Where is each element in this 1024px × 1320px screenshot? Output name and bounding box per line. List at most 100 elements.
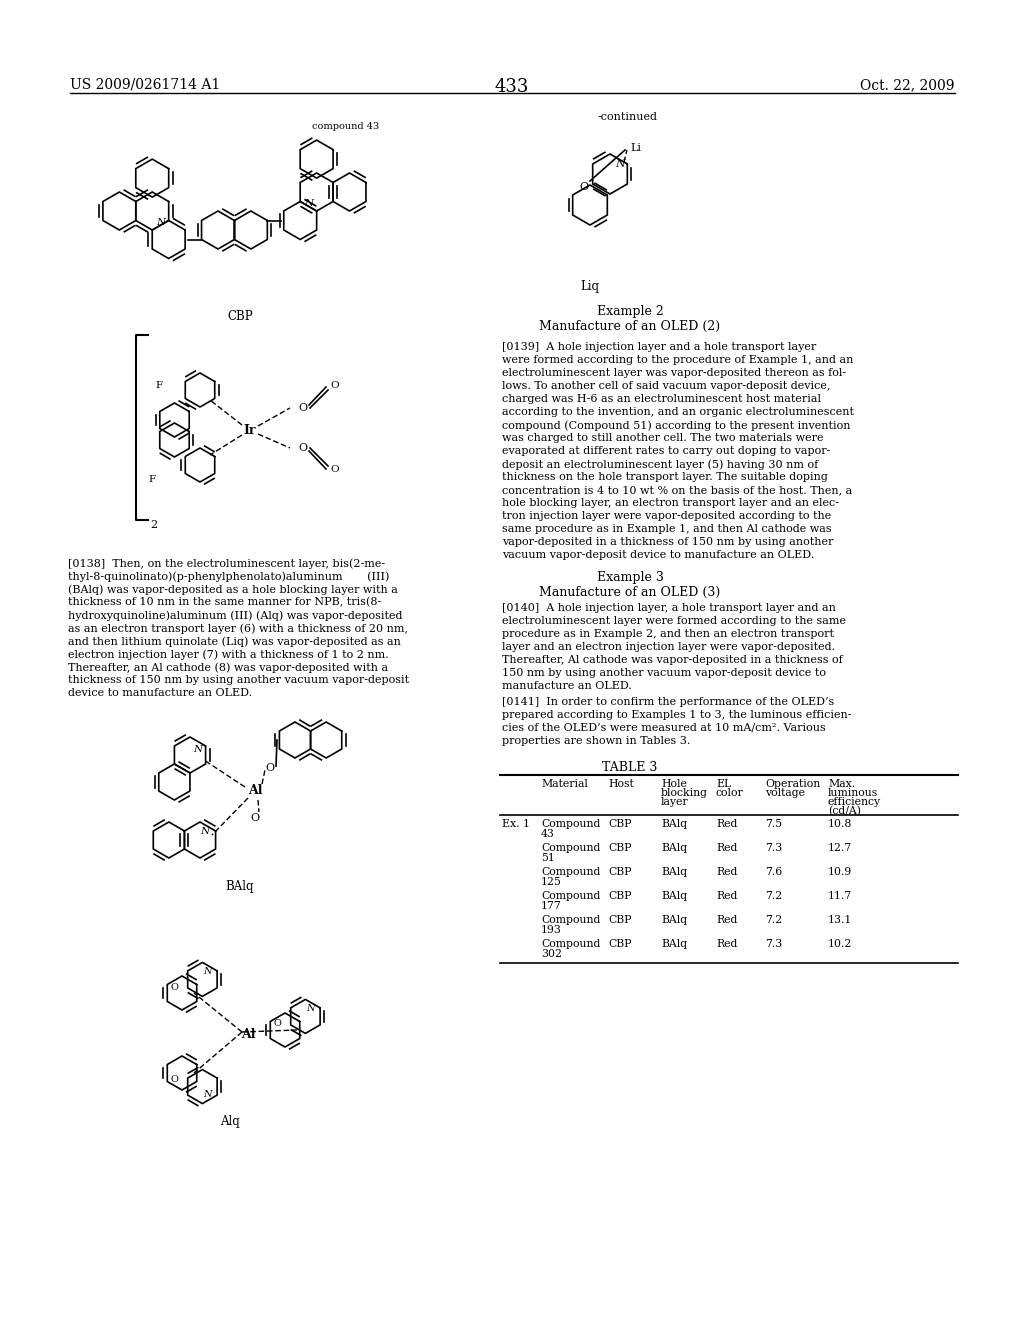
Text: tron injection layer were vapor-deposited according to the: tron injection layer were vapor-deposite… (502, 511, 831, 521)
Text: Red: Red (716, 843, 737, 853)
Text: EL: EL (716, 779, 731, 789)
Text: (cd/A): (cd/A) (828, 807, 861, 816)
Text: charged was H-6 as an electroluminescent host material: charged was H-6 as an electroluminescent… (502, 393, 821, 404)
Text: 125: 125 (541, 876, 562, 887)
Text: Thereafter, Al cathode was vapor-deposited in a thickness of: Thereafter, Al cathode was vapor-deposit… (502, 655, 843, 665)
Text: 10.2: 10.2 (828, 939, 852, 949)
Text: N: N (203, 1090, 212, 1100)
Text: BAlq: BAlq (662, 843, 687, 853)
Text: was charged to still another cell. The two materials were: was charged to still another cell. The t… (502, 433, 823, 444)
Text: F: F (156, 380, 163, 389)
Text: BAlq: BAlq (662, 867, 687, 876)
Text: thickness of 10 nm in the same manner for NPB, tris(8-: thickness of 10 nm in the same manner fo… (68, 597, 381, 607)
Text: -continued: -continued (598, 112, 658, 121)
Text: BAlq: BAlq (662, 891, 687, 902)
Text: 7.5: 7.5 (765, 818, 782, 829)
Text: O: O (330, 466, 339, 474)
Text: Red: Red (716, 867, 737, 876)
Text: hole blocking layer, an electron transport layer and an elec-: hole blocking layer, an electron transpo… (502, 498, 839, 508)
Text: Red: Red (716, 939, 737, 949)
Text: thyl-8-quinolinato)(p-phenylphenolato)aluminum       (III): thyl-8-quinolinato)(p-phenylphenolato)al… (68, 572, 389, 582)
Text: Hole: Hole (662, 779, 687, 789)
Text: 12.7: 12.7 (828, 843, 852, 853)
Text: 7.2: 7.2 (765, 915, 782, 925)
Text: [0140]  A hole injection layer, a hole transport layer and an: [0140] A hole injection layer, a hole tr… (502, 603, 836, 612)
Text: 10.9: 10.9 (828, 867, 852, 876)
Text: Max.: Max. (828, 779, 855, 789)
Text: electroluminescent layer were formed according to the same: electroluminescent layer were formed acc… (502, 616, 846, 626)
Text: N: N (615, 158, 625, 169)
Text: hydroxyquinoline)aluminum (III) (Alq) was vapor-deposited: hydroxyquinoline)aluminum (III) (Alq) wa… (68, 610, 402, 620)
Text: were formed according to the procedure of Example 1, and an: were formed according to the procedure o… (502, 355, 853, 366)
Text: 193: 193 (541, 925, 562, 935)
Text: 302: 302 (541, 949, 562, 960)
Text: device to manufacture an OLED.: device to manufacture an OLED. (68, 688, 252, 698)
Text: Compound: Compound (541, 818, 600, 829)
Text: BAlq: BAlq (662, 939, 687, 949)
Text: O: O (273, 1019, 281, 1028)
Text: electron injection layer (7) with a thickness of 1 to 2 nm.: electron injection layer (7) with a thic… (68, 649, 389, 660)
Text: Red: Red (716, 915, 737, 925)
Text: luminous: luminous (828, 788, 879, 799)
Text: O: O (298, 444, 307, 453)
Text: voltage: voltage (765, 788, 805, 799)
Text: vapor-deposited in a thickness of 150 nm by using another: vapor-deposited in a thickness of 150 nm… (502, 537, 834, 546)
Text: evaporated at different rates to carry out doping to vapor-: evaporated at different rates to carry o… (502, 446, 830, 455)
Text: TABLE 3: TABLE 3 (602, 762, 657, 774)
Text: O: O (251, 813, 259, 822)
Text: 7.6: 7.6 (765, 867, 782, 876)
Text: N: N (194, 746, 203, 755)
Text: N: N (156, 219, 165, 227)
Text: Compound: Compound (541, 867, 600, 876)
Text: blocking: blocking (662, 788, 708, 799)
Text: compound (Compound 51) according to the present invention: compound (Compound 51) according to the … (502, 420, 851, 430)
Text: 43: 43 (541, 829, 555, 840)
Text: Compound: Compound (541, 843, 600, 853)
Text: 7.3: 7.3 (765, 843, 782, 853)
Text: cies of the OLED’s were measured at 10 mA/cm². Various: cies of the OLED’s were measured at 10 m… (502, 723, 825, 733)
Text: lows. To another cell of said vacuum vapor-deposit device,: lows. To another cell of said vacuum vap… (502, 381, 830, 391)
Text: N: N (306, 1005, 314, 1012)
Text: O: O (265, 763, 274, 774)
Text: 433: 433 (495, 78, 529, 96)
Text: Red: Red (716, 891, 737, 902)
Text: thickness on the hole transport layer. The suitable doping: thickness on the hole transport layer. T… (502, 473, 827, 482)
Text: Oct. 22, 2009: Oct. 22, 2009 (860, 78, 955, 92)
Text: CBP: CBP (608, 915, 632, 925)
Text: Ir: Ir (244, 424, 256, 437)
Text: according to the invention, and an organic electroluminescent: according to the invention, and an organ… (502, 407, 854, 417)
Text: O: O (170, 1074, 178, 1084)
Text: 13.1: 13.1 (828, 915, 852, 925)
Text: layer: layer (662, 797, 688, 807)
Text: BAlq: BAlq (225, 880, 254, 894)
Text: Host: Host (608, 779, 634, 789)
Text: procedure as in Example 2, and then an electron transport: procedure as in Example 2, and then an e… (502, 630, 834, 639)
Text: vacuum vapor-deposit device to manufacture an OLED.: vacuum vapor-deposit device to manufactu… (502, 550, 814, 560)
Text: concentration is 4 to 10 wt % on the basis of the host. Then, a: concentration is 4 to 10 wt % on the bas… (502, 484, 852, 495)
Text: CBP: CBP (608, 939, 632, 949)
Text: properties are shown in Tables 3.: properties are shown in Tables 3. (502, 737, 690, 746)
Text: O: O (298, 403, 307, 413)
Text: CBP: CBP (227, 310, 253, 323)
Text: color: color (716, 788, 743, 799)
Text: thickness of 150 nm by using another vacuum vapor-deposit: thickness of 150 nm by using another vac… (68, 675, 410, 685)
Text: Ex. 1: Ex. 1 (502, 818, 530, 829)
Text: Example 2: Example 2 (597, 305, 664, 318)
Text: Compound: Compound (541, 915, 600, 925)
Text: N: N (304, 199, 313, 209)
Text: CBP: CBP (608, 891, 632, 902)
Text: Compound: Compound (541, 891, 600, 902)
Text: Compound: Compound (541, 939, 600, 949)
Text: Al: Al (248, 784, 262, 796)
Text: Example 3: Example 3 (597, 572, 664, 583)
Text: CBP: CBP (608, 867, 632, 876)
Text: F: F (148, 475, 156, 484)
Text: CBP: CBP (608, 843, 632, 853)
Text: prepared according to Examples 1 to 3, the luminous efficien-: prepared according to Examples 1 to 3, t… (502, 710, 852, 719)
Text: 2: 2 (150, 520, 157, 531)
Text: manufacture an OLED.: manufacture an OLED. (502, 681, 632, 690)
Text: 51: 51 (541, 853, 555, 863)
Text: [0141]  In order to confirm the performance of the OLED’s: [0141] In order to confirm the performan… (502, 697, 835, 708)
Text: (BAlq) was vapor-deposited as a hole blocking layer with a: (BAlq) was vapor-deposited as a hole blo… (68, 583, 398, 594)
Text: [0139]  A hole injection layer and a hole transport layer: [0139] A hole injection layer and a hole… (502, 342, 816, 352)
